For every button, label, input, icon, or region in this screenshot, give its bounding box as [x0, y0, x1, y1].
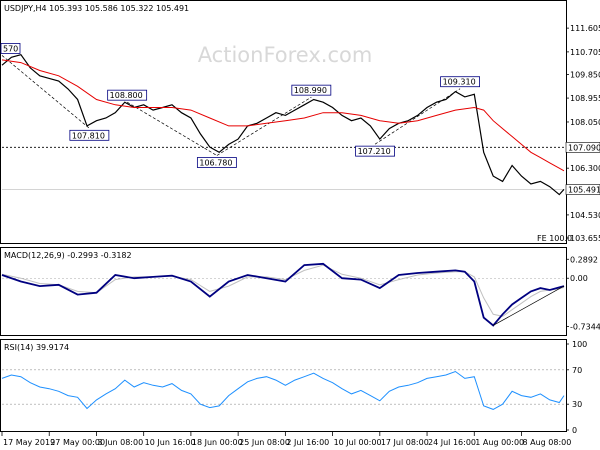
macd-axis: 0.2892 0.00 -0.7344	[566, 255, 600, 331]
swing-label-box	[291, 84, 332, 96]
swing-label-box	[440, 76, 481, 88]
time-tick-label: 10 Jul 00:00	[334, 438, 382, 447]
symbol-title: USDJPY,H4 105.393 105.586 105.322 105.49…	[4, 4, 189, 13]
macd-panel-frame	[0, 247, 567, 336]
swing-label: 109.310	[443, 78, 476, 87]
time-tick-label: 25 Jun 08:00	[239, 438, 290, 447]
macd-series	[1, 262, 565, 327]
rsi-tick-label: 100	[572, 340, 587, 349]
swing-label-box	[196, 157, 237, 168]
swing-label-box	[0, 43, 21, 54]
price-tick-label: 104.530	[570, 211, 600, 220]
swing-label: 570	[3, 44, 18, 53]
rsi-tick-label: 70	[572, 366, 582, 375]
time-tick-label: 2 Jul 16:00	[286, 438, 329, 447]
rsi-series	[1, 369, 565, 410]
time-tick-label: 10 Jun 16:00	[145, 438, 196, 447]
time-tick-label: 8 Aug 08:00	[522, 438, 571, 447]
trend-line-3	[374, 88, 461, 145]
swing-label-box	[69, 129, 110, 141]
trend-line-2	[216, 96, 312, 156]
time-tick-label: 17 May 2019	[3, 438, 55, 447]
level-tag-box	[565, 142, 600, 153]
rsi-panel-frame	[0, 339, 567, 432]
price-tick-label: 111.605	[570, 24, 600, 33]
price-axis: 111.605110.705109.850108.955108.050107.1…	[565, 24, 600, 243]
macd-trend-line	[492, 285, 565, 326]
time-tick-label: 24 Jul 16:00	[428, 438, 476, 447]
macd-tick-label: 0.00	[570, 274, 588, 283]
rsi-axis: 100 70 30 0	[566, 340, 587, 435]
rsi-title: RSI(14) 39.9174	[4, 343, 69, 352]
current-price-tag: 105.491	[568, 186, 600, 195]
rsi-tick-label: 30	[572, 400, 582, 409]
swing-label: 108.800	[110, 91, 143, 100]
rsi-line	[1, 370, 565, 410]
trend-line-1	[126, 101, 218, 156]
time-tick-label: 18 Jun 00:00	[192, 438, 243, 447]
time-tick-label: 3 Jun 08:00	[97, 438, 143, 447]
fe-label: FE 100.0	[537, 234, 572, 243]
price-tick-label: 108.050	[570, 118, 600, 127]
rsi-tick-label: 0	[572, 426, 577, 435]
trend-line-0	[1, 55, 90, 129]
price-line	[1, 54, 565, 196]
time-tick-label: 17 Jul 08:00	[381, 438, 429, 447]
watermark: ActionForex.com	[198, 43, 373, 67]
swing-labels: 570 107.810 108.800 106.780 108.990 107.210 10…	[0, 43, 481, 168]
swing-label: 107.810	[72, 131, 105, 140]
time-tick-label: 1 Aug 00:00	[475, 438, 524, 447]
swing-label-box	[355, 145, 395, 157]
macd-signal-line	[1, 264, 565, 317]
price-guides	[1, 55, 564, 190]
macd-title: MACD(12,26,9) -0.2993 -0.3182	[4, 251, 132, 260]
macd-tick-label: -0.7344	[570, 322, 600, 331]
price-tick-label: 108.955	[570, 94, 600, 103]
swing-label: 107.210	[358, 147, 391, 156]
price-tick-label: 110.705	[570, 48, 600, 57]
moving-average-line	[1, 59, 565, 172]
price-tick-label: 103.655	[570, 234, 600, 243]
price-series	[1, 54, 565, 196]
price-tick-label: 106.300	[570, 164, 600, 173]
macd-tick-label: 0.2892	[570, 255, 598, 264]
macd-line	[1, 262, 565, 327]
time-tick-label: 27 May 00:00	[50, 438, 105, 447]
swing-label: 106.780	[199, 159, 232, 168]
swing-label-box	[107, 89, 148, 101]
price-tick-label: 109.850	[570, 70, 600, 79]
current-price-tag-box	[565, 184, 600, 195]
swing-label: 108.990	[294, 86, 327, 95]
level-tag: 107.090	[568, 143, 600, 152]
